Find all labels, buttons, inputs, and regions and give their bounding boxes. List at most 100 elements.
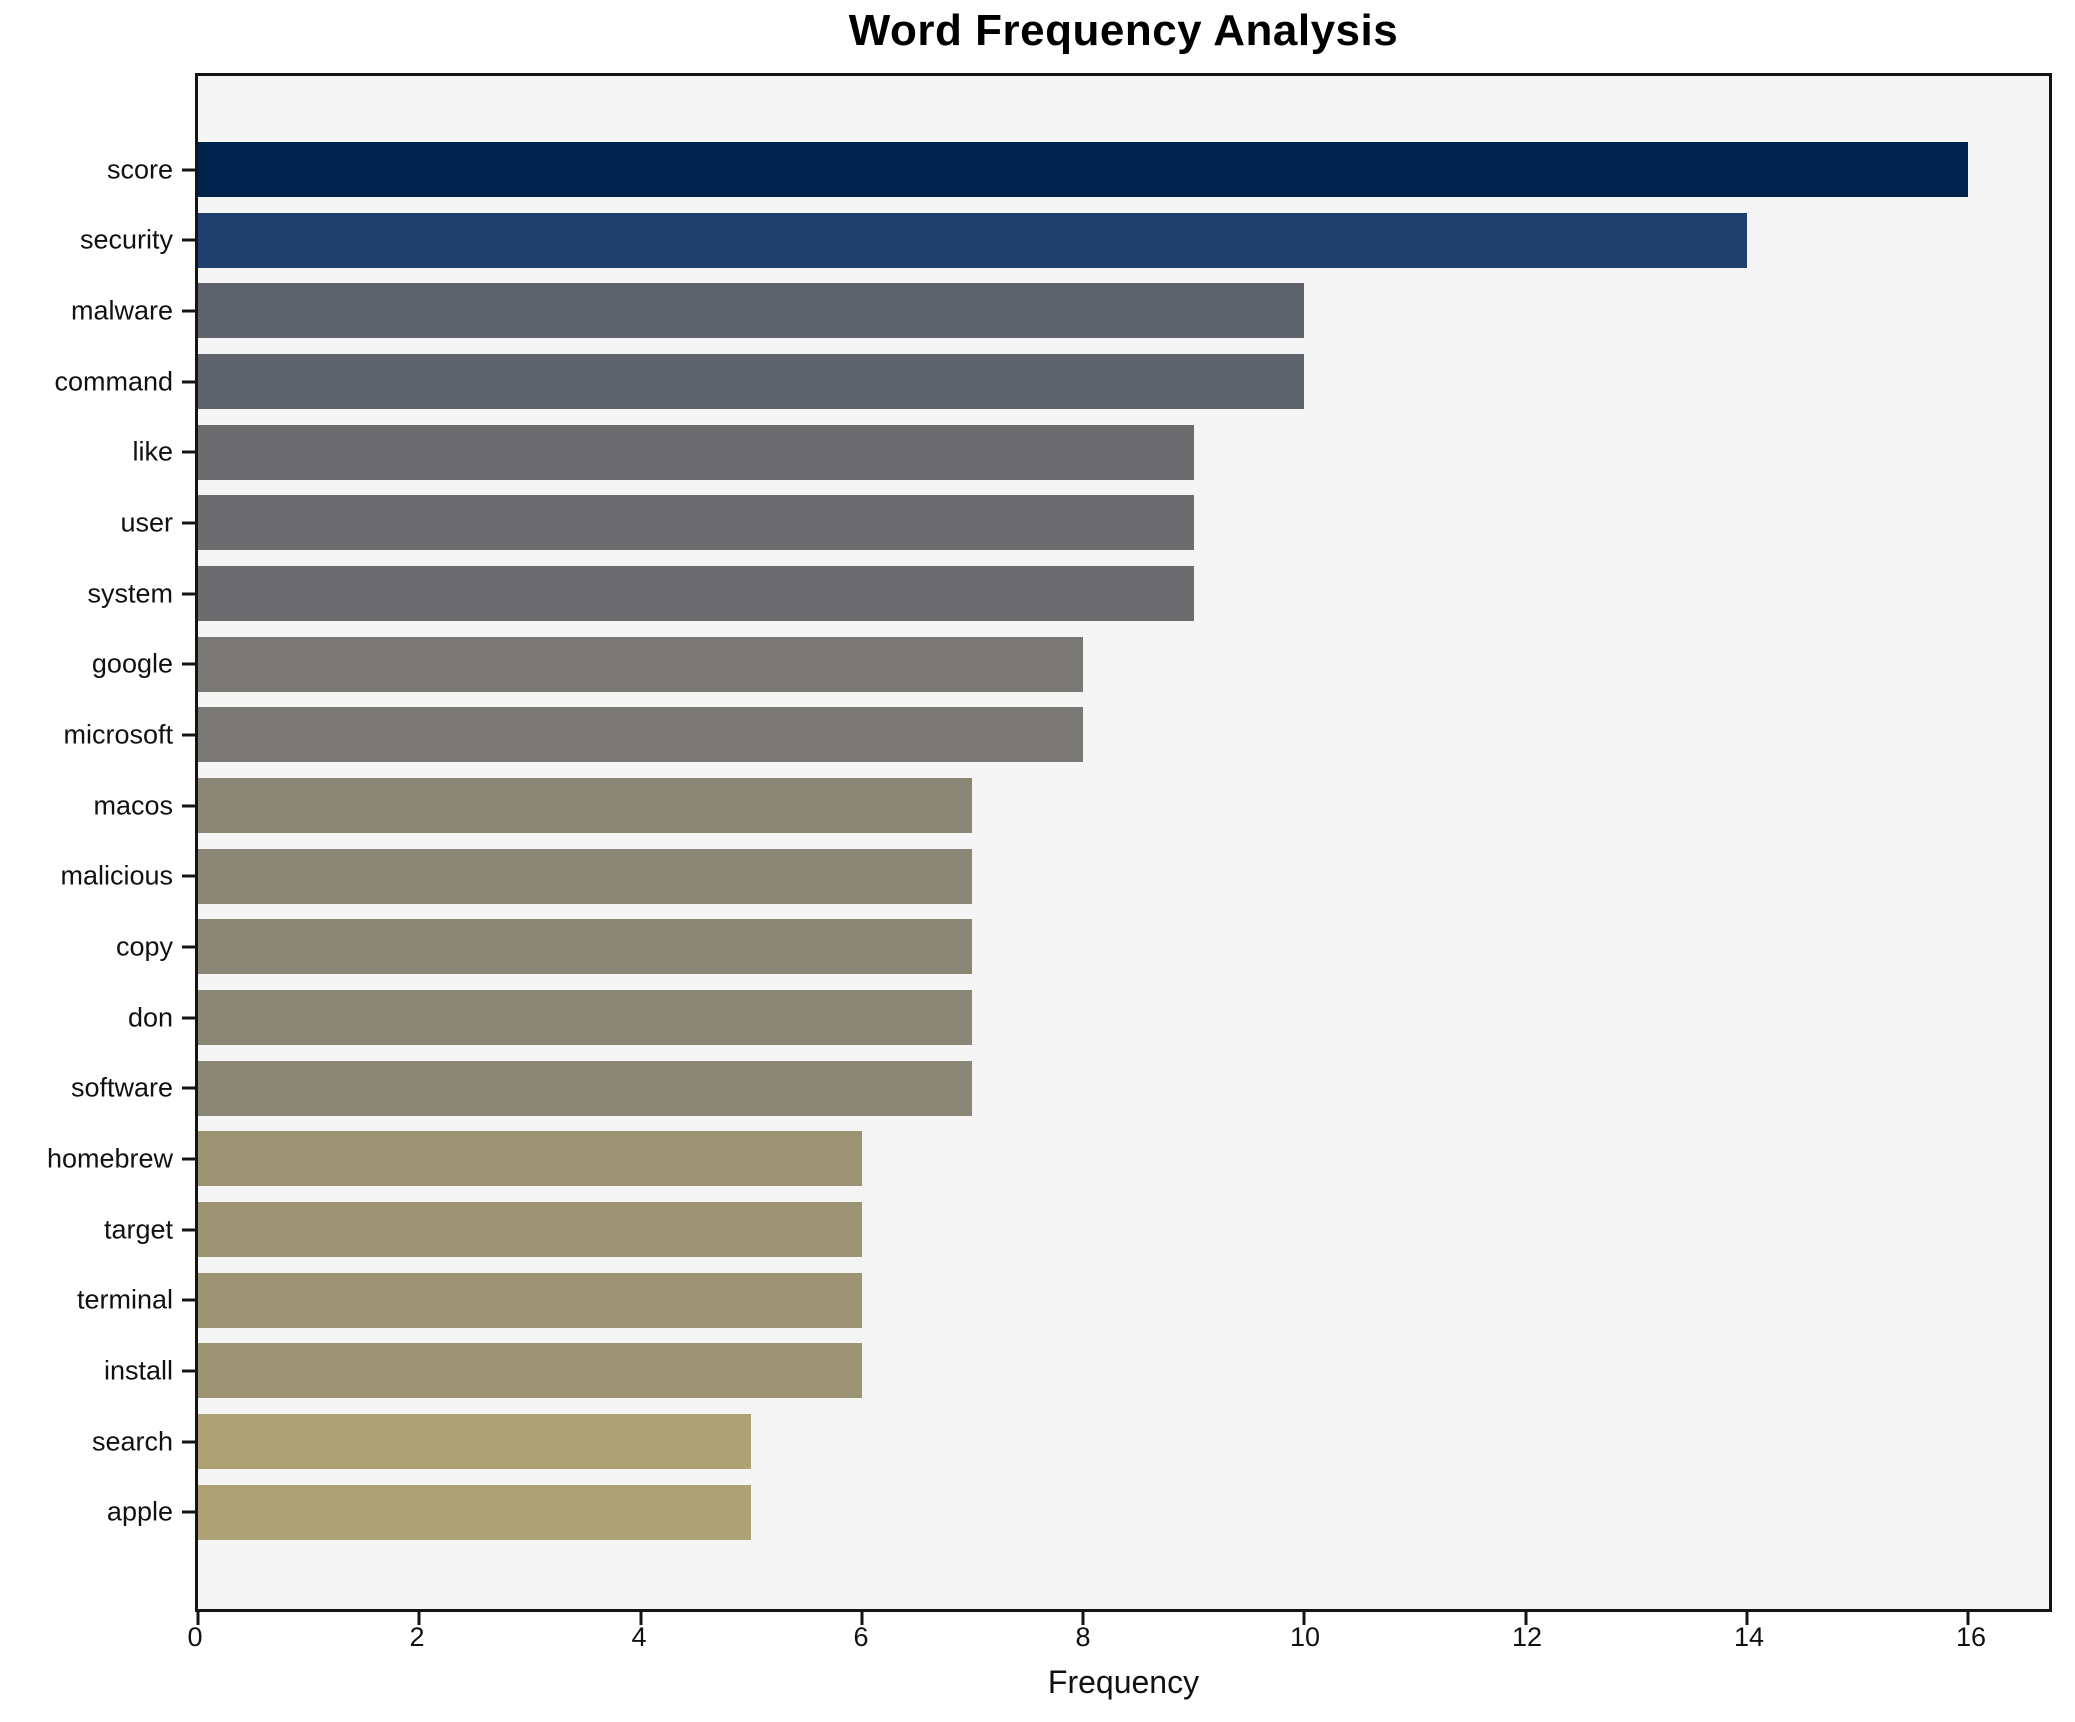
frequency-bar: [198, 636, 1084, 692]
x-tick-mark: [417, 1612, 421, 1625]
category-label: target: [103, 1214, 173, 1245]
bar-row: search: [92, 1414, 2049, 1470]
x-tick-mark: [196, 1612, 200, 1625]
category-label: score: [106, 154, 173, 184]
plot-area: score security malware command like user syste…: [47, 73, 2052, 1625]
category-label: microsoft: [63, 719, 173, 750]
y-tick-mark: [182, 1440, 195, 1444]
bar-row: malicious: [60, 848, 2049, 904]
x-tick-label: 14: [1733, 1622, 1764, 1652]
x-tick-mark: [1966, 1612, 1970, 1625]
x-tick-mark: [1302, 1612, 1306, 1625]
y-tick-mark: [182, 945, 195, 949]
y-tick-mark: [182, 1369, 195, 1373]
frequency-bar: [198, 212, 1747, 268]
bar-row: apple: [107, 1484, 2049, 1540]
frequency-bar: [198, 495, 1194, 551]
bar-row: software: [71, 1060, 2049, 1116]
y-tick-mark: [182, 1157, 195, 1161]
frequency-bar: [198, 848, 973, 904]
chart-title: Word Frequency Analysis: [848, 6, 1399, 55]
category-label: macos: [93, 790, 173, 821]
frequency-bar: [198, 1343, 862, 1399]
frequency-bar: [198, 1484, 752, 1540]
category-label: don: [127, 1002, 173, 1033]
y-tick-mark: [182, 309, 195, 313]
y-tick-mark: [182, 592, 195, 596]
y-tick-mark: [182, 1086, 195, 1090]
bar-row: like: [132, 424, 2049, 480]
frequency-bar: [198, 778, 973, 834]
bar-row: security: [80, 212, 2049, 268]
frequency-bar: [198, 424, 1194, 480]
bar-row: malware: [71, 283, 2049, 339]
y-tick-mark: [182, 804, 195, 808]
y-tick-mark: [182, 168, 195, 171]
frequency-bar: [198, 1414, 752, 1470]
bar-row: microsoft: [63, 707, 2049, 763]
bar-row: install: [104, 1343, 2049, 1399]
category-label: malware: [70, 295, 173, 326]
category-label: homebrew: [46, 1143, 173, 1174]
category-label: copy: [115, 931, 173, 962]
frequency-bar: [198, 1131, 862, 1187]
frequency-bar: [198, 354, 1305, 410]
category-label: security: [79, 224, 173, 255]
y-tick-mark: [182, 1228, 195, 1232]
x-tick-label: 0: [187, 1622, 203, 1652]
x-tick-mark: [1745, 1612, 1749, 1625]
category-label: google: [91, 648, 173, 679]
bar-row: target: [104, 1202, 2049, 1258]
frequency-bar: [198, 1060, 973, 1116]
bar-row: system: [87, 566, 2049, 622]
category-label: like: [132, 436, 173, 467]
y-tick-mark: [182, 521, 195, 525]
bar-row: macos: [93, 778, 2049, 834]
frequency-bar: [198, 283, 1305, 339]
bars-container: score security malware command like user syste…: [47, 76, 2049, 1609]
y-tick-mark: [182, 450, 195, 454]
x-axis-label: Frequency: [1047, 1664, 1200, 1700]
frequency-bar: [198, 1272, 862, 1328]
bar-row: don: [128, 990, 2049, 1046]
category-label: terminal: [76, 1284, 173, 1315]
frequency-bar: [198, 566, 1194, 622]
bar-row: score: [107, 142, 2049, 197]
bar-row: terminal: [77, 1272, 2049, 1328]
frequency-bar: [198, 990, 973, 1046]
y-tick-mark: [182, 1510, 195, 1514]
x-tick-mark: [639, 1612, 643, 1625]
x-tick-label: 6: [853, 1622, 869, 1652]
category-label: software: [70, 1072, 173, 1103]
y-tick-mark: [182, 238, 195, 242]
x-tick-label: 16: [1955, 1622, 1986, 1652]
x-tick-labels: 0 2 4 6 8 10 12 14 16: [187, 1622, 2052, 1658]
category-label: system: [87, 578, 173, 609]
x-tick-label: 4: [631, 1622, 647, 1652]
x-tick-mark: [1081, 1612, 1085, 1625]
y-tick-mark: [182, 380, 195, 384]
y-tick-mark: [182, 1016, 195, 1020]
y-tick-mark: [182, 874, 195, 878]
frequency-bar: [198, 919, 973, 975]
category-label: install: [103, 1355, 173, 1386]
frequency-bar: [198, 707, 1084, 763]
frequency-bar: [198, 142, 1969, 197]
y-tick-mark: [182, 1298, 195, 1302]
x-tick-label: 12: [1511, 1622, 1542, 1652]
category-label: command: [54, 366, 173, 397]
x-tick-label: 10: [1289, 1622, 1320, 1652]
x-tick-mark: [860, 1612, 864, 1625]
category-label: malicious: [60, 860, 173, 891]
bar-row: user: [120, 495, 2049, 551]
bar-row: copy: [116, 919, 2049, 975]
x-tick-label: 8: [1075, 1622, 1091, 1652]
category-label: search: [91, 1426, 173, 1457]
bar-row: command: [54, 354, 2049, 410]
bar-row: google: [92, 636, 2049, 692]
category-label: user: [120, 507, 173, 538]
bar-row: homebrew: [47, 1131, 2049, 1187]
x-tick-label: 2: [409, 1622, 425, 1652]
category-label: apple: [106, 1496, 173, 1527]
